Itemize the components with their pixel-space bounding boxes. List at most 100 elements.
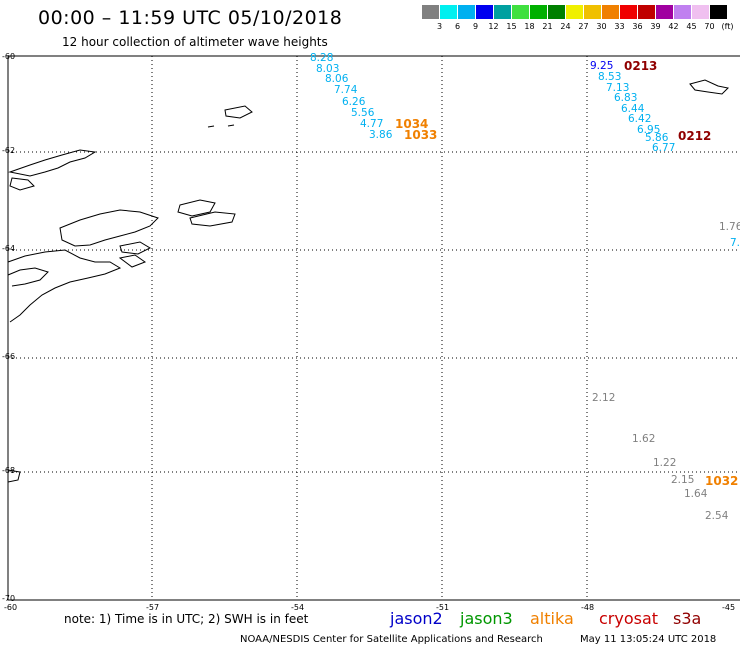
scale-tick-label: 9 bbox=[472, 22, 479, 31]
map-border bbox=[7, 55, 740, 601]
lon-label: -51 bbox=[436, 603, 450, 612]
lon-label: -54 bbox=[291, 603, 305, 612]
map-grid bbox=[8, 56, 740, 600]
legend-jason2: jason2 bbox=[390, 609, 443, 628]
coastline-island-b bbox=[224, 105, 253, 119]
lat-label: -60 bbox=[2, 52, 16, 61]
swh-value: 3.86 bbox=[369, 129, 393, 141]
coastlines bbox=[7, 79, 730, 483]
swh-value: 5.86 bbox=[645, 132, 669, 144]
coastline-island-e bbox=[119, 241, 152, 255]
scale-tick-label: 45 bbox=[686, 22, 697, 31]
coastline-islet bbox=[227, 124, 235, 127]
scale-tick-label: 24 bbox=[560, 22, 571, 31]
scale-swatch bbox=[602, 5, 619, 19]
pass-label: 1032 bbox=[705, 474, 739, 488]
scale-swatch bbox=[494, 5, 511, 19]
lat-label: -68 bbox=[2, 466, 16, 475]
swh-value: 6.95 bbox=[637, 124, 661, 136]
chart-subtitle: 12 hour collection of altimeter wave hei… bbox=[62, 35, 328, 49]
swh-value: 4.77 bbox=[360, 118, 384, 130]
pass-label: 0212 bbox=[678, 129, 712, 143]
swh-value: 1.22 bbox=[653, 457, 677, 469]
scale-swatch bbox=[512, 5, 529, 19]
generated-timestamp: May 11 13:05:24 UTC 2018 bbox=[580, 634, 717, 645]
coastline-islet bbox=[207, 125, 215, 128]
lat-label: -66 bbox=[2, 352, 16, 361]
credit-line: NOAA/NESDIS Center for Satellite Applica… bbox=[240, 634, 543, 645]
scale-tick-label: 70 bbox=[704, 22, 715, 31]
scale-swatch bbox=[674, 5, 691, 19]
scale-swatch bbox=[620, 5, 637, 19]
scale-tick-label: (ft) bbox=[721, 22, 734, 31]
coastline-island-c bbox=[177, 199, 216, 217]
lat-label: -64 bbox=[2, 244, 16, 253]
scale-swatch bbox=[440, 5, 457, 19]
coastline-peninsula bbox=[7, 249, 122, 323]
legend-s3a: s3a bbox=[673, 609, 702, 628]
swh-value: 1.76 bbox=[719, 221, 740, 233]
scale-tick-label: 36 bbox=[632, 22, 643, 31]
scale-tick-label: 18 bbox=[524, 22, 535, 31]
legend-cryosat: cryosat bbox=[599, 609, 659, 628]
scale-swatch bbox=[692, 5, 709, 19]
swh-value: 8.06 bbox=[325, 73, 349, 85]
swh-value: 5.56 bbox=[351, 107, 375, 119]
scale-tick-label: 27 bbox=[578, 22, 589, 31]
swh-value: 6.42 bbox=[628, 113, 652, 125]
coastline-peninsula-inner bbox=[7, 267, 49, 287]
pass-label: 1033 bbox=[404, 128, 438, 142]
swh-value: 6.26 bbox=[342, 96, 366, 108]
coastline-island-f bbox=[118, 254, 147, 268]
scale-tick-label: 30 bbox=[596, 22, 607, 31]
scale-tick-label: 33 bbox=[614, 22, 625, 31]
swh-value: 6.44 bbox=[621, 103, 645, 115]
pass-label: 1034 bbox=[395, 117, 429, 131]
legend-jason3: jason3 bbox=[460, 609, 513, 628]
scale-tick-label: 3 bbox=[436, 22, 443, 31]
coastline-joinville bbox=[59, 209, 159, 247]
scale-swatch bbox=[584, 5, 601, 19]
scale-swatch bbox=[458, 5, 475, 19]
scale-tick-label: 15 bbox=[506, 22, 517, 31]
scale-swatch bbox=[566, 5, 583, 19]
lon-label: -45 bbox=[722, 603, 736, 612]
swh-value: 7.13 bbox=[606, 82, 630, 94]
scale-swatch bbox=[656, 5, 673, 19]
lat-label: -70 bbox=[2, 594, 16, 603]
scale-swatch bbox=[710, 5, 727, 19]
scale-tick-label: 39 bbox=[650, 22, 661, 31]
swh-value: 1.62 bbox=[632, 433, 656, 445]
coastline-island-d bbox=[189, 211, 236, 227]
swh-value: 2.12 bbox=[592, 392, 616, 404]
lon-label: -57 bbox=[146, 603, 160, 612]
coastline-edge bbox=[7, 469, 21, 483]
swh-value: 8.03 bbox=[316, 63, 340, 75]
swh-value: 1.64 bbox=[684, 488, 708, 500]
swh-value: 9.25 bbox=[590, 60, 614, 72]
lat-label: -62 bbox=[2, 146, 16, 155]
scale-swatch bbox=[548, 5, 565, 19]
lon-label: -48 bbox=[581, 603, 595, 612]
scale-tick-label: 6 bbox=[454, 22, 461, 31]
scale-tick-label: 21 bbox=[542, 22, 553, 31]
swh-value: 8.28 bbox=[310, 52, 334, 64]
scale-swatch bbox=[638, 5, 655, 19]
scale-swatch bbox=[476, 5, 493, 19]
scale-tick-label: 42 bbox=[668, 22, 679, 31]
pass-label: 0213 bbox=[624, 59, 658, 73]
swh-value: 8.53 bbox=[598, 71, 622, 83]
scale-tick-label: 12 bbox=[488, 22, 499, 31]
footer-note: note: 1) Time is in UTC; 2) SWH is in fe… bbox=[64, 612, 309, 626]
coastline-island-a bbox=[9, 177, 35, 191]
swh-value: 7.74 bbox=[334, 84, 358, 96]
swh-value: 2.54 bbox=[705, 510, 729, 522]
swh-value: 6.83 bbox=[614, 92, 638, 104]
chart-title: 00:00 – 11:59 UTC 05/10/2018 bbox=[38, 7, 343, 29]
swh-value: 2.15 bbox=[671, 474, 695, 486]
lon-label: -60 bbox=[4, 603, 18, 612]
swh-value: 7. bbox=[730, 237, 740, 249]
swh-value: 6.77 bbox=[652, 142, 676, 154]
scale-swatch bbox=[530, 5, 547, 19]
